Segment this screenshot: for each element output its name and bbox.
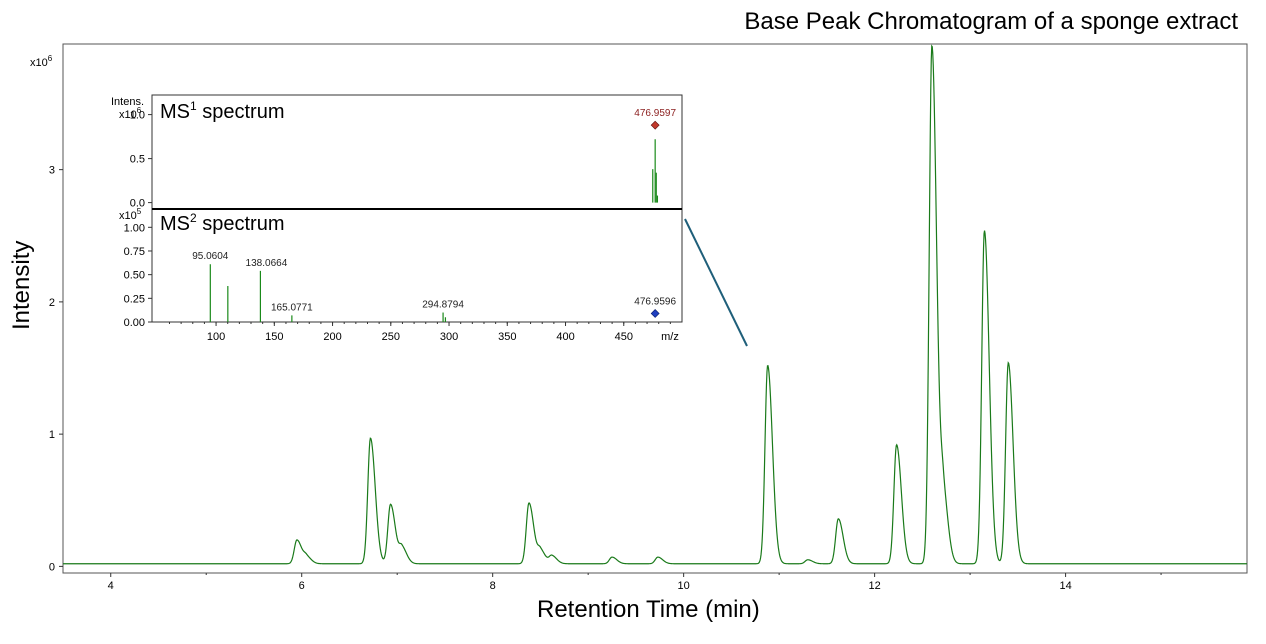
ms2-y-tick-label: 1.00 (124, 222, 145, 234)
plot-frame (62, 43, 1248, 574)
x-tick-label: 8 (490, 580, 496, 592)
ms2-y-tick-label: 0.25 (124, 293, 145, 305)
ms1-y-tick-label: 0.0 (130, 198, 145, 210)
ms2-x-tick-label: 100 (207, 331, 225, 343)
ms2-x-tick-label: 450 (615, 331, 633, 343)
ms2-x-tick-label: 150 (265, 331, 283, 343)
ms2-x-tick-label: 250 (382, 331, 400, 343)
ms1-y-tick-label: 0.5 (130, 154, 145, 166)
x-tick-label: 6 (299, 580, 305, 592)
ms2-y-tick-label: 0.75 (124, 246, 145, 258)
x-tick-label: 12 (868, 580, 880, 592)
ms2-x-tick-label: 300 (440, 331, 458, 343)
ms1-title: MS1 spectrum (160, 99, 285, 123)
chart-title: Base Peak Chromatogram of a sponge extra… (744, 8, 1238, 35)
x-tick-label: 10 (678, 580, 690, 592)
ms1-precursor-marker (650, 120, 660, 130)
ms2-peak-label: 95.0604 (192, 251, 229, 262)
x-tick-label: 4 (108, 580, 114, 592)
ms2-y-tick-label: 0.00 (124, 317, 145, 329)
x-axis-label: Retention Time (min) (537, 596, 760, 623)
chromatogram-trace (63, 44, 1247, 565)
ms2-peak-label: 138.0664 (246, 258, 288, 269)
ms2-x-tick-label: 400 (556, 331, 574, 343)
x-tick-label: 14 (1059, 580, 1071, 592)
y-tick-label: 3 (49, 165, 55, 177)
ms2-x-tick-label: 200 (323, 331, 341, 343)
y-scale-label: x106 (30, 54, 53, 69)
ms1-peak-label: 476.9597 (634, 108, 676, 119)
ms2-precursor-marker (650, 309, 660, 318)
ms2-precursor-label: 476.9596 (634, 296, 676, 307)
y-tick-label: 0 (49, 561, 55, 573)
ms2-peak-label: 165.0771 (271, 302, 313, 313)
ms2-peak-label: 294.8794 (422, 300, 464, 311)
ms-inset: MS1 spectrum Intens.x106 0.0 0.5 1.0 476.9597… (111, 94, 683, 343)
inset-connector-line (684, 218, 748, 347)
ms1-scale-label: x106 (119, 106, 142, 121)
ms2-y-tick-label: 0.50 (124, 270, 145, 282)
ms2-title: MS2 spectrum (160, 211, 285, 235)
y-tick-label: 2 (49, 297, 55, 309)
y-tick-label: 1 (49, 429, 55, 441)
ms2-scale-label: x105 (119, 207, 142, 222)
ms1-y-label: Intens. (111, 96, 144, 108)
ms1-y-tick-label: 1.0 (130, 110, 145, 122)
ms2-x-tick-label: 350 (498, 331, 516, 343)
ms2-x-axis-label: m/z (661, 331, 679, 343)
